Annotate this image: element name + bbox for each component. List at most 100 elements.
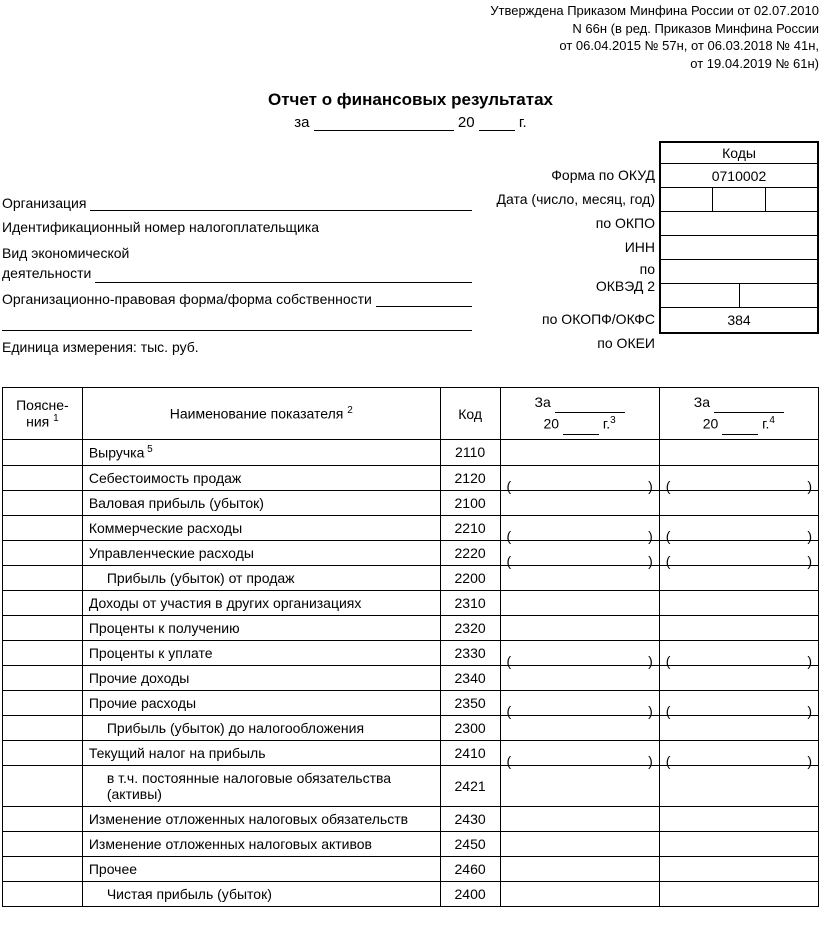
period-g: г. — [519, 114, 527, 131]
cell-value[interactable] — [659, 615, 818, 640]
cell-value[interactable] — [500, 831, 659, 856]
cell-value[interactable]: () — [500, 540, 659, 565]
cell-name: Текущий налог на прибыль — [82, 740, 440, 765]
codes-header: Коды — [661, 143, 817, 164]
left-fields: Организация Идентификационный номер нало… — [2, 187, 472, 355]
cell-value[interactable] — [659, 565, 818, 590]
table-row: Прибыль (убыток) от продаж2200 — [3, 565, 819, 590]
cell-exp[interactable] — [3, 615, 83, 640]
cell-value[interactable] — [500, 765, 659, 806]
cell-exp[interactable] — [3, 806, 83, 831]
approval-block: Утверждена Приказом Минфина России от 02… — [2, 2, 819, 72]
cell-exp[interactable] — [3, 590, 83, 615]
code-inn[interactable] — [661, 236, 817, 260]
table-row: Проценты к получению2320 — [3, 615, 819, 640]
cell-value[interactable] — [500, 615, 659, 640]
cell-exp[interactable] — [3, 831, 83, 856]
cell-exp[interactable] — [3, 490, 83, 515]
cell-exp[interactable] — [3, 565, 83, 590]
cell-exp[interactable] — [3, 540, 83, 565]
input-opf2[interactable] — [2, 315, 472, 331]
label-opf: Организационно-правовая форма/форма собс… — [2, 291, 372, 307]
cell-value[interactable]: () — [659, 640, 818, 665]
input-org[interactable] — [90, 195, 472, 211]
cell-value[interactable]: () — [659, 690, 818, 715]
cell-value[interactable]: () — [659, 740, 818, 765]
input-activity[interactable] — [95, 267, 472, 283]
cell-value[interactable] — [659, 765, 818, 806]
row-opf2 — [2, 307, 472, 331]
label-okei: по ОКЕИ — [475, 331, 655, 355]
cell-exp[interactable] — [3, 740, 83, 765]
table-row: Изменение отложенных налоговых обязатель… — [3, 806, 819, 831]
cell-value[interactable] — [500, 715, 659, 740]
cell-exp[interactable] — [3, 515, 83, 540]
cell-value[interactable]: () — [659, 465, 818, 490]
cell-exp[interactable] — [3, 690, 83, 715]
code-okopf[interactable] — [661, 284, 817, 308]
code-date[interactable] — [661, 188, 817, 212]
cell-exp[interactable] — [3, 856, 83, 881]
table-header-row: Поясне- ния 1 Наименование показателя 2 … — [3, 388, 819, 440]
cell-code: 2340 — [440, 665, 500, 690]
table-row: Проценты к уплате2330()() — [3, 640, 819, 665]
cell-value[interactable] — [659, 715, 818, 740]
cell-code: 2310 — [440, 590, 500, 615]
cell-name: Чистая прибыль (убыток) — [82, 881, 440, 906]
cell-name: Проценты к уплате — [82, 640, 440, 665]
cell-code: 2330 — [440, 640, 500, 665]
cell-exp[interactable] — [3, 439, 83, 465]
code-okpo[interactable] — [661, 212, 817, 236]
cell-exp[interactable] — [3, 765, 83, 806]
cell-value[interactable]: () — [500, 640, 659, 665]
cell-value[interactable]: () — [500, 690, 659, 715]
table-body: Выручка 52110Себестоимость продаж2120()(… — [3, 439, 819, 906]
cell-value[interactable] — [659, 490, 818, 515]
table-row: Чистая прибыль (убыток)2400 — [3, 881, 819, 906]
cell-value[interactable] — [500, 439, 659, 465]
cell-value[interactable] — [500, 565, 659, 590]
report-title: Отчет о финансовых результатах — [2, 90, 819, 110]
label-activity2: деятельности — [2, 263, 91, 283]
cell-code: 2400 — [440, 881, 500, 906]
cell-value[interactable] — [500, 490, 659, 515]
cell-value[interactable] — [500, 806, 659, 831]
cell-value[interactable] — [659, 831, 818, 856]
cell-value[interactable] — [500, 856, 659, 881]
cell-exp[interactable] — [3, 665, 83, 690]
cell-value[interactable]: () — [500, 465, 659, 490]
input-opf[interactable] — [376, 291, 472, 307]
approval-line: от 19.04.2019 № 61н) — [2, 55, 819, 73]
table-row: Прочие доходы2340 — [3, 665, 819, 690]
cell-value[interactable]: () — [659, 515, 818, 540]
label-okpo: по ОКПО — [475, 211, 655, 235]
cell-code: 2210 — [440, 515, 500, 540]
cell-value[interactable]: () — [659, 540, 818, 565]
cell-value[interactable]: () — [500, 515, 659, 540]
table-row: Управленческие расходы2220()() — [3, 540, 819, 565]
cell-exp[interactable] — [3, 465, 83, 490]
period-year-blank[interactable] — [479, 115, 515, 131]
cell-exp[interactable] — [3, 715, 83, 740]
table-row: Текущий налог на прибыль2410()() — [3, 740, 819, 765]
table-row: Себестоимость продаж2120()() — [3, 465, 819, 490]
cell-value[interactable] — [659, 856, 818, 881]
cell-value[interactable] — [659, 439, 818, 465]
cell-value[interactable] — [500, 590, 659, 615]
col-period2: За 20 г.4 — [659, 388, 818, 440]
cell-name: Прочее — [82, 856, 440, 881]
cell-value[interactable] — [659, 590, 818, 615]
cell-value[interactable] — [500, 881, 659, 906]
cell-exp[interactable] — [3, 640, 83, 665]
period-blank[interactable] — [314, 115, 454, 131]
cell-name: Валовая прибыль (убыток) — [82, 490, 440, 515]
cell-value[interactable] — [659, 806, 818, 831]
code-okved[interactable] — [661, 260, 817, 284]
cell-value[interactable] — [500, 665, 659, 690]
cell-value[interactable] — [659, 665, 818, 690]
table-row: Выручка 52110 — [3, 439, 819, 465]
codes-box: Коды 0710002 384 — [659, 141, 819, 334]
cell-value[interactable]: () — [500, 740, 659, 765]
cell-value[interactable] — [659, 881, 818, 906]
cell-exp[interactable] — [3, 881, 83, 906]
